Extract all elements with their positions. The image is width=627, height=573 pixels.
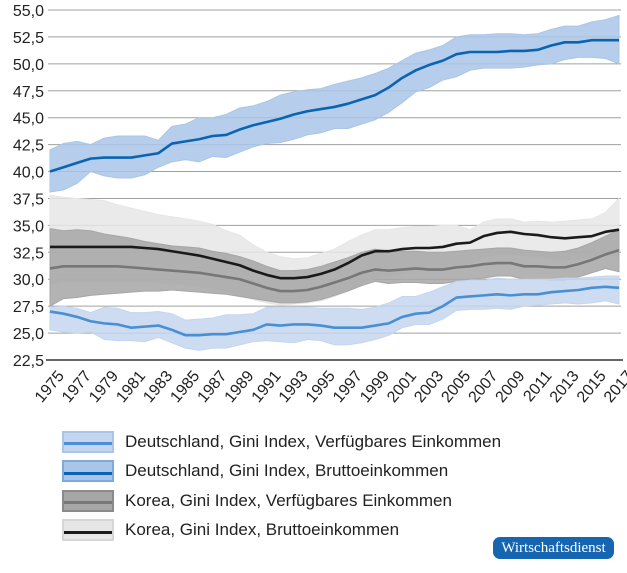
legend-swatch — [62, 460, 114, 483]
y-tick-label: 32,5 — [13, 245, 44, 262]
series-line — [49, 248, 620, 293]
x-tick-label: 2011 — [520, 368, 555, 405]
x-tick-label: 2007 — [465, 368, 501, 406]
y-tick-label: 50,0 — [13, 57, 44, 74]
x-tick-label: 1997 — [330, 368, 366, 406]
publisher-badge: Wirtschaftsdienst — [493, 537, 614, 559]
y-tick-label: 40,0 — [13, 165, 44, 182]
legend-swatch — [62, 430, 114, 453]
legend-item: Deutschland, Gini Index, Verfügbares Ein… — [62, 427, 501, 457]
x-tick-label: 1995 — [303, 368, 339, 406]
x-tick-label: 1975 — [32, 368, 68, 406]
x-tick-label: 1985 — [167, 368, 203, 406]
x-tick-label: 1989 — [222, 368, 258, 406]
x-tick-label: 2003 — [411, 368, 447, 406]
series-line — [50, 228, 620, 280]
y-tick-label: 37,5 — [13, 191, 44, 208]
y-tick-label: 30,0 — [13, 272, 44, 289]
x-tick-label: 2001 — [384, 368, 420, 406]
y-tick-label: 25,0 — [13, 326, 44, 343]
y-tick-label: 42,5 — [13, 138, 44, 155]
y-tick-label: 35,0 — [13, 218, 44, 235]
y-tick-label: 27,5 — [13, 299, 44, 316]
series-line — [49, 38, 619, 173]
confidence-band — [49, 275, 620, 351]
legend-swatch — [62, 489, 114, 512]
x-tick-label: 1983 — [140, 368, 176, 406]
x-tick-label: 1991 — [249, 368, 285, 406]
x-tick-label: 2015 — [574, 368, 610, 406]
confidence-band — [49, 228, 620, 308]
legend-item: Deutschland, Gini Index, Bruttoeinkommen — [62, 457, 501, 487]
legend-label: Deutschland, Gini Index, Verfügbares Ein… — [125, 431, 502, 451]
x-tick-label: 1987 — [195, 368, 231, 406]
legend: Deutschland, Gini Index, Verfügbares Ein… — [62, 427, 501, 545]
legend-label: Korea, Gini Index, Verfügbares Einkommen — [125, 490, 452, 510]
gini-chart: 22,5 25,0 27,5 30,0 32,5 35,0 37,5 40,0 42,5 45,0… — [13, 3, 627, 406]
x-tick-label: 1977 — [59, 368, 95, 406]
x-tick-label: 1999 — [357, 368, 393, 406]
legend-swatch — [62, 519, 114, 542]
x-tick-label: 1979 — [86, 368, 122, 406]
x-tick-label: 2009 — [493, 368, 529, 406]
x-tick-label: 2017 — [601, 368, 627, 406]
y-tick-label: 47,5 — [13, 84, 44, 101]
legend-item: Korea, Gini Index, Verfügbares Einkommen — [62, 486, 501, 516]
x-tick-label: 1993 — [276, 368, 312, 406]
confidence-band — [49, 14, 620, 193]
legend-label: Korea, Gini Index, Bruttoeinkommen — [125, 520, 400, 540]
series-line — [49, 285, 620, 337]
x-tick-label: 1981 — [113, 368, 149, 406]
y-tick-label: 52,5 — [13, 30, 44, 47]
y-tick-label: 22,5 — [13, 353, 44, 370]
x-tick-label: 2005 — [438, 368, 474, 406]
legend-item: Korea, Gini Index, Bruttoeinkommen — [62, 516, 501, 546]
y-tick-label: 55,0 — [13, 3, 44, 20]
x-tick-label: 2013 — [547, 368, 583, 406]
legend-label: Deutschland, Gini Index, Bruttoeinkommen — [125, 461, 449, 481]
y-tick-label: 45,0 — [13, 111, 44, 128]
